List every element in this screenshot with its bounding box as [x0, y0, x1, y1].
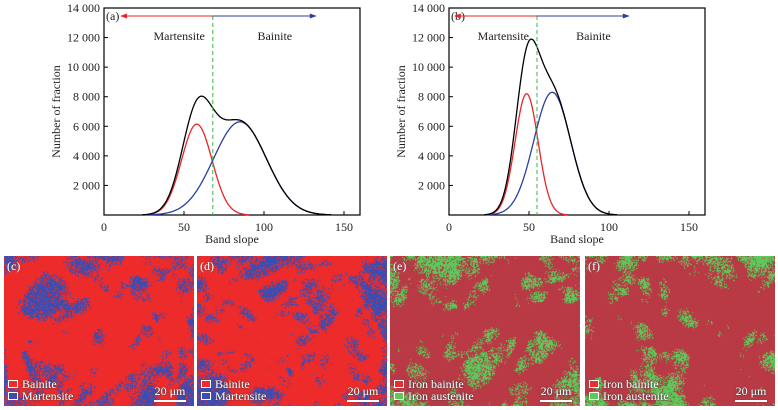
x-axis-label: Band slope — [205, 232, 259, 246]
y-tick-label: 14 000 — [412, 1, 445, 15]
y-tick-label: 2 000 — [418, 178, 445, 192]
legend-label: Iron bainite — [408, 377, 464, 391]
panel-label: (c) — [7, 259, 21, 273]
scale-label: 20 μm — [154, 384, 186, 398]
legend-swatch — [8, 380, 18, 388]
legend-item-bainite: Bainite — [201, 378, 266, 390]
series-line-bainite-fit — [148, 121, 332, 216]
chart-b: 0 50 100 150 2 000 4 000 6 000 8 000 10 000 12 00… — [394, 1, 706, 246]
y-tick-label: 8 000 — [73, 90, 100, 104]
x-axis-label: Band slope — [550, 232, 604, 246]
micrograph-d: (d) Bainite Martensite 20 μm — [197, 256, 387, 406]
phase-map-image — [197, 256, 387, 406]
phase-legend: Bainite Martensite — [8, 378, 73, 402]
scale-line — [540, 400, 572, 402]
plot-frame — [448, 7, 706, 216]
legend-item-iron-bainite: Iron bainite — [589, 378, 669, 390]
x-tick-label: 100 — [255, 220, 273, 234]
scale-line — [347, 400, 379, 402]
bainite-arrow-head — [622, 13, 630, 19]
legend-item-iron-bainite: Iron bainite — [394, 378, 474, 390]
series-line-total — [142, 95, 332, 216]
legend-item-iron-austenite: Iron austenite — [394, 390, 474, 402]
legend-item-bainite: Bainite — [8, 378, 73, 390]
x-tick-label: 0 — [446, 220, 452, 234]
series-line-total — [484, 38, 618, 216]
legend-label: Iron austenite — [408, 389, 474, 403]
legend-swatch — [394, 380, 404, 388]
phase-legend: Iron bainite Iron austenite — [394, 378, 474, 402]
bainite-arrow-head — [309, 13, 317, 19]
x-tick-label: 150 — [335, 220, 353, 234]
y-tick-label: 10 000 — [67, 60, 100, 74]
band-slope-charts: 0 50 100 150 2 000 4 000 6 000 8 000 10 000 12 00… — [49, 1, 706, 246]
legend-swatch — [394, 392, 404, 400]
legend-label: Bainite — [22, 377, 57, 391]
martensite-annotation: Martensite — [478, 29, 529, 43]
x-tick-label: 50 — [178, 220, 190, 234]
legend-label: Martensite — [215, 389, 267, 403]
legend-item-iron-austenite: Iron austenite — [589, 390, 669, 402]
legend-item-martensite: Martensite — [201, 390, 266, 402]
scale-label: 20 μm — [735, 384, 767, 398]
series-line-martensite-fit — [485, 93, 568, 216]
scale-line — [735, 400, 767, 402]
panel-label: (e) — [393, 259, 407, 273]
panel-label: (f) — [588, 259, 600, 273]
legend-swatch — [589, 392, 599, 400]
legend-swatch — [8, 392, 18, 400]
y-tick-label: 4 000 — [73, 149, 100, 163]
legend-swatch — [201, 380, 211, 388]
y-tick-label: 12 000 — [67, 31, 100, 45]
bainite-annotation: Bainite — [257, 29, 292, 43]
y-tick-label: 2 000 — [73, 178, 100, 192]
y-tick-label: 10 000 — [412, 60, 445, 74]
micrograph-f: (f) Iron bainite Iron austenite 20 μm — [585, 256, 775, 406]
y-tick-label: 12 000 — [412, 31, 445, 45]
micrograph-e: (e) Iron bainite Iron austenite 20 μm — [390, 256, 580, 406]
y-tick-label: 6 000 — [418, 119, 445, 133]
martensite-arrow-head — [120, 13, 127, 19]
scale-bar: 20 μm — [735, 384, 767, 402]
x-tick-label: 0 — [101, 220, 107, 234]
y-tick-label: 8 000 — [418, 90, 445, 104]
scale-line — [154, 400, 186, 402]
y-tick-label: 14 000 — [67, 1, 100, 15]
legend-swatch — [201, 392, 211, 400]
phase-legend: Bainite Martensite — [201, 378, 266, 402]
scale-label: 20 μm — [347, 384, 379, 398]
chart-a: 0 50 100 150 2 000 4 000 6 000 8 000 10 000 12 00… — [49, 1, 361, 246]
legend-label: Iron bainite — [603, 377, 659, 391]
x-tick-label: 150 — [680, 220, 698, 234]
legend-label: Iron austenite — [603, 389, 669, 403]
panel-label: (a) — [106, 9, 119, 23]
scale-bar: 20 μm — [347, 384, 379, 402]
series-line-martensite-fit — [144, 123, 249, 216]
y-axis-label: Number of fraction — [49, 65, 63, 158]
y-tick-label: 6 000 — [73, 119, 100, 133]
phase-map-image — [4, 256, 194, 406]
legend-swatch — [589, 380, 599, 388]
martensite-arrow-head — [453, 13, 461, 19]
x-tick-label: 100 — [600, 220, 618, 234]
phase-map-image — [585, 256, 775, 406]
legend-item-martensite: Martensite — [8, 390, 73, 402]
scale-label: 20 μm — [540, 384, 572, 398]
legend-label: Martensite — [22, 389, 74, 403]
y-axis-label: Number of fraction — [394, 65, 408, 158]
scale-bar: 20 μm — [154, 384, 186, 402]
scale-bar: 20 μm — [540, 384, 572, 402]
y-tick-label: 4 000 — [418, 149, 445, 163]
plot-frame — [103, 7, 361, 216]
micrograph-c: (c) Bainite Martensite 20 μm — [4, 256, 194, 406]
phase-legend: Iron bainite Iron austenite — [589, 378, 669, 402]
martensite-annotation: Martensite — [153, 29, 204, 43]
phase-map-image — [390, 256, 580, 406]
series-line-bainite-fit — [487, 91, 618, 216]
legend-label: Bainite — [215, 377, 250, 391]
panel-label: (d) — [200, 259, 214, 273]
x-tick-label: 50 — [523, 220, 535, 234]
bainite-annotation: Bainite — [576, 29, 611, 43]
